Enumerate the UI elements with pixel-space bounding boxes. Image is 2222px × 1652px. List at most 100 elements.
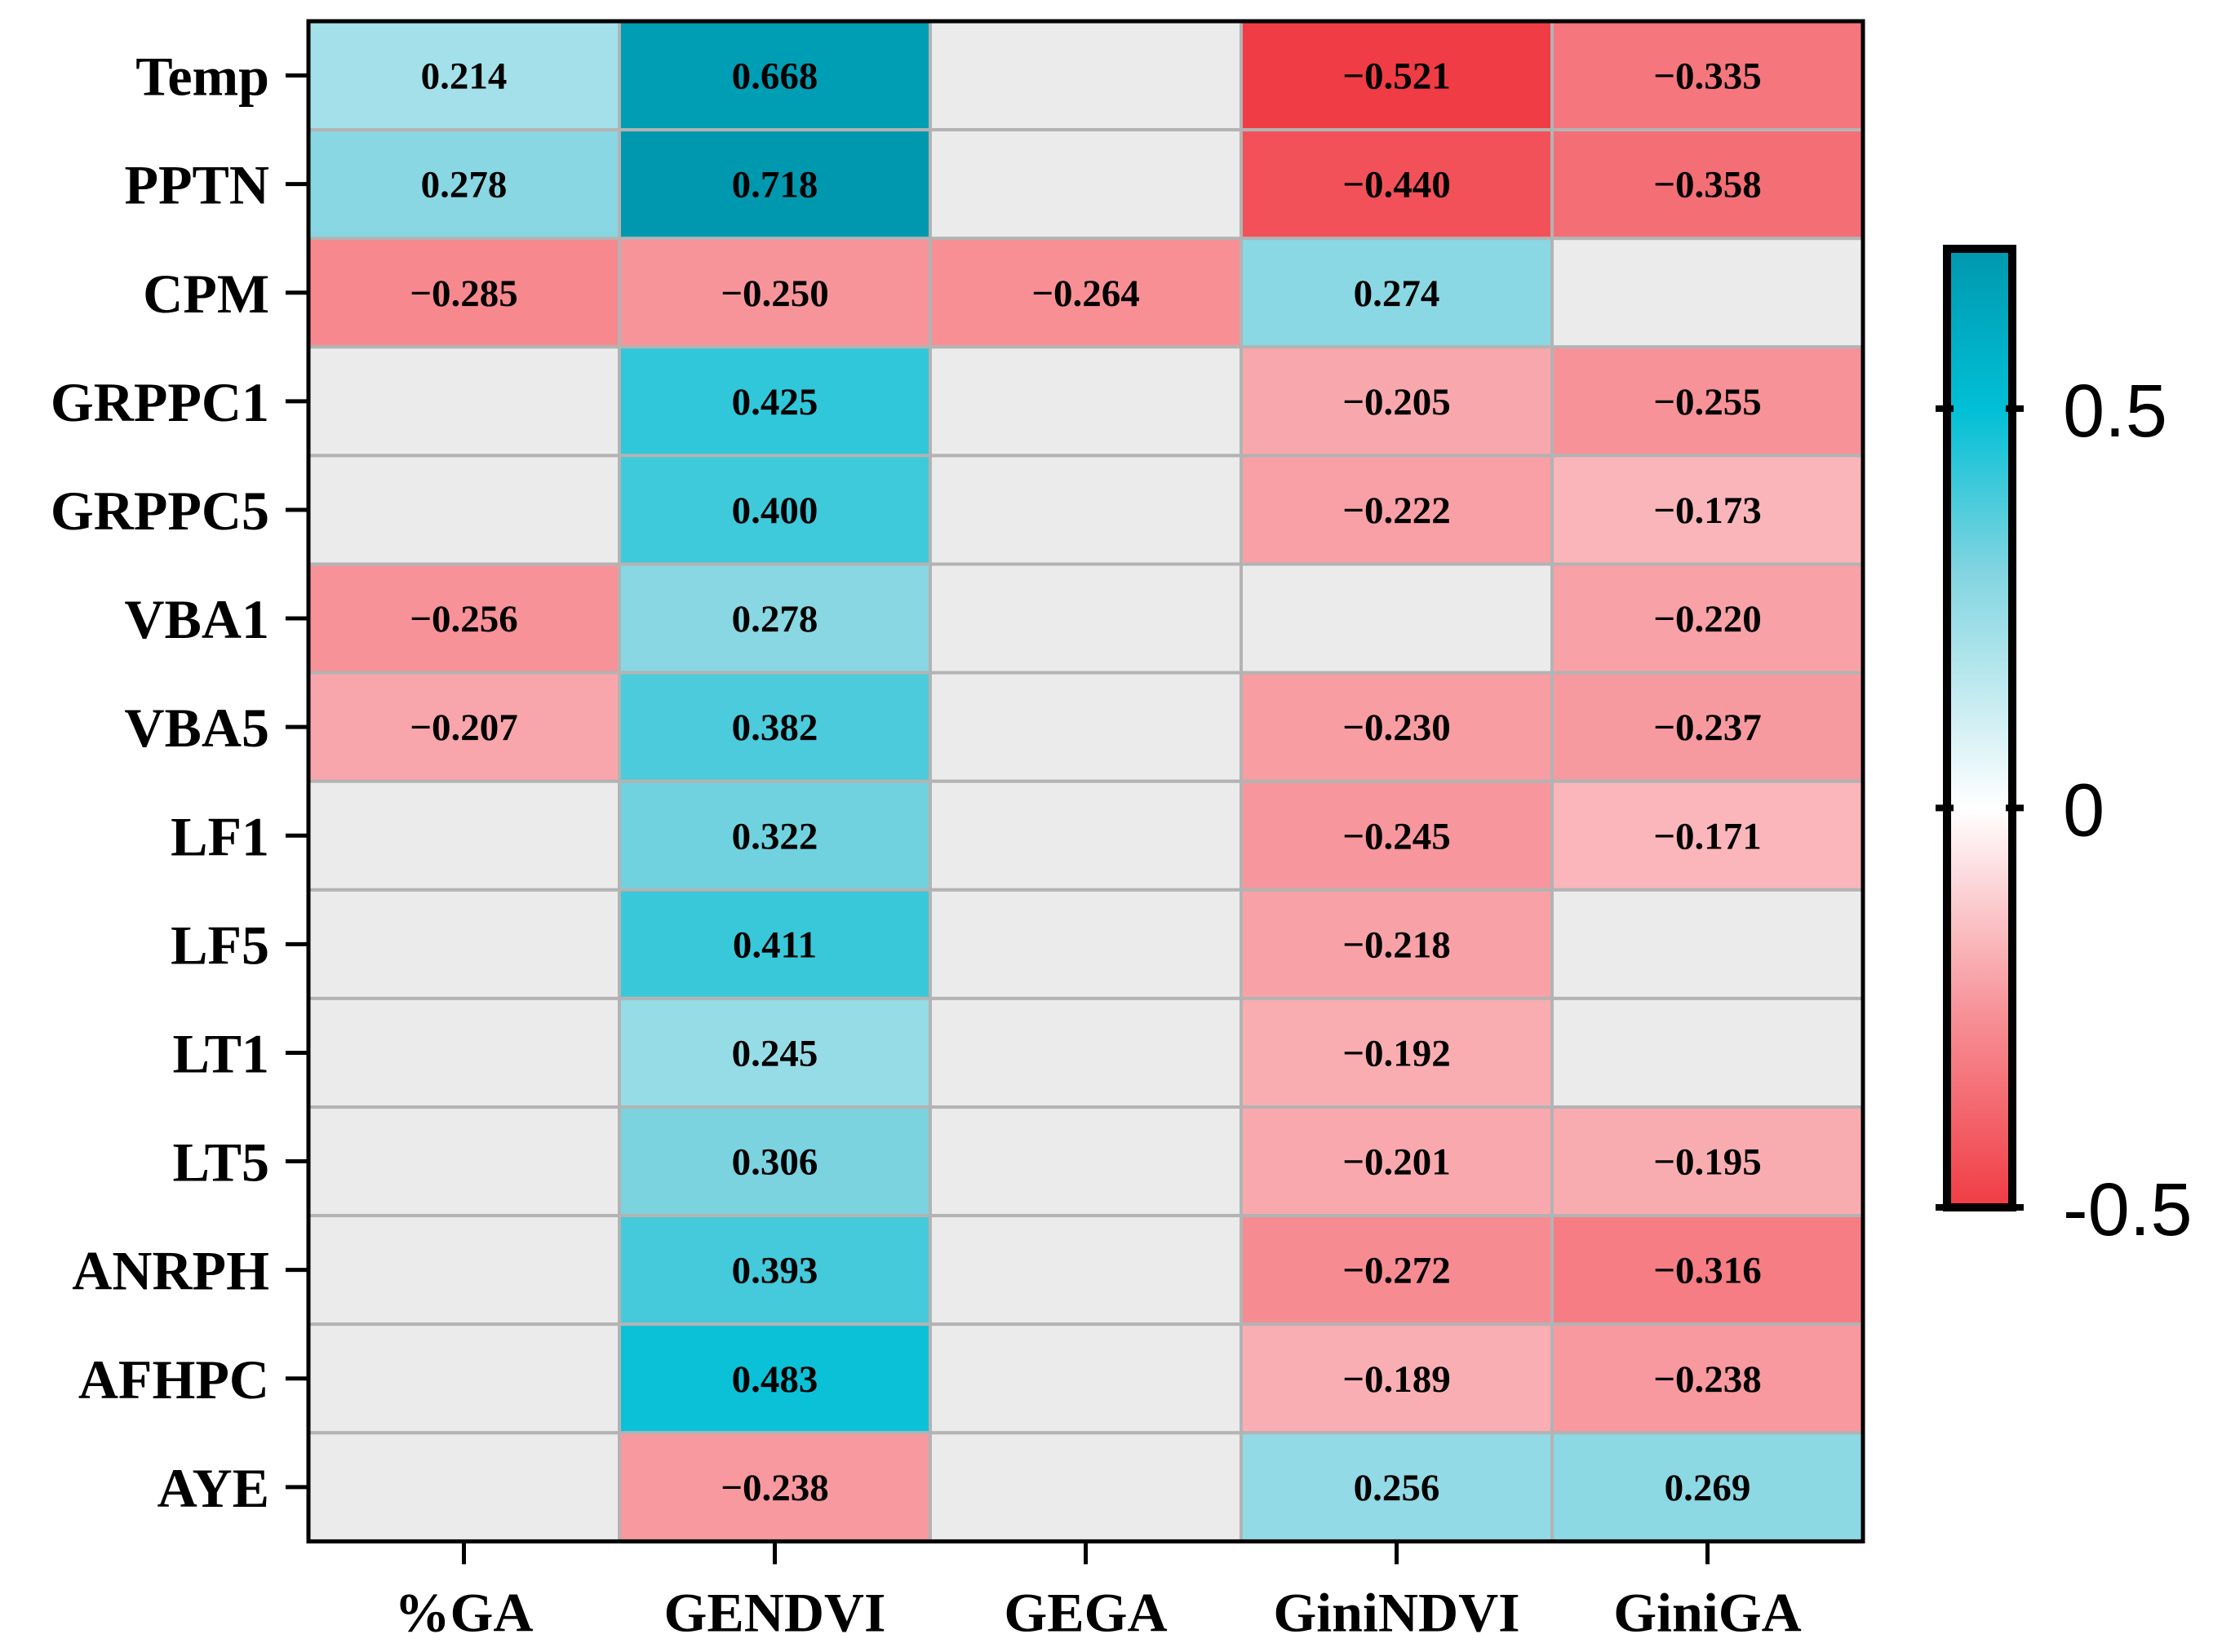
colorbar-tick-label: 0 — [2063, 768, 2104, 852]
cell-value-label: 0.256 — [1354, 1467, 1440, 1509]
cell-value-label: 0.306 — [732, 1141, 818, 1184]
cell-value-label: 0.483 — [732, 1358, 818, 1401]
heatmap-cell-lf1-ginindvi — [1240, 779, 1554, 892]
cell-value-label: −0.272 — [1342, 1250, 1451, 1292]
column-label-giniga: GiniGA — [1613, 1581, 1802, 1643]
heatmap-cell-grppc1-gega — [929, 345, 1243, 458]
cell-value-label: 0.668 — [732, 55, 818, 98]
cell-value-label: 0.322 — [732, 815, 818, 857]
cell-value-label: −0.335 — [1653, 55, 1762, 98]
heatmap-cell-aye-gendvi — [618, 1431, 932, 1543]
heatmap-cell-lf1-giniga — [1550, 779, 1865, 892]
heatmap-cell-grppc5-gendvi — [618, 454, 932, 566]
heatmap-cell-temp-gega — [929, 20, 1243, 132]
cell-value-label: −0.189 — [1342, 1358, 1451, 1401]
row-label-afhpc: AFHPC — [78, 1349, 269, 1411]
heatmap-cell-vba5-gendvi — [618, 671, 932, 783]
heatmap-cell-temp-gendvi — [618, 20, 932, 132]
heatmap-cell-vba5-gega — [929, 671, 1243, 783]
heatmap-cell-grppc5-gega — [929, 454, 1243, 566]
heatmap-cell-grppc1-pct-ga — [307, 345, 621, 458]
heatmap-cell-lf5-gendvi — [618, 888, 932, 1000]
cell-value-label: 0.718 — [732, 164, 818, 206]
heatmap-cell-anrph-ginindvi — [1240, 1214, 1554, 1326]
colorbar: 0.5 0 -0.5 — [1936, 245, 2193, 1251]
row-label-vba1: VBA1 — [124, 588, 269, 650]
heatmap-cell-vba1-gega — [929, 562, 1243, 675]
heatmap-cell-aye-ginindvi — [1240, 1431, 1554, 1543]
cell-value-label: −0.192 — [1342, 1032, 1451, 1074]
cell-value-label: 0.278 — [421, 164, 508, 206]
heatmap-cell-afhpc-gendvi — [618, 1322, 932, 1435]
cell-value-label: 0.382 — [732, 706, 818, 749]
heatmap-cell-lt1-gendvi — [618, 996, 932, 1109]
heatmap-cell-lt1-pct-ga — [307, 996, 621, 1109]
heatmap-cell-lf5-pct-ga — [307, 888, 621, 1000]
row-label-lf5: LF5 — [171, 914, 269, 976]
cell-value-label: 0.425 — [732, 381, 818, 423]
row-label-lt1: LT1 — [173, 1022, 269, 1084]
cell-value-label: −0.218 — [1342, 923, 1451, 966]
cell-value-label: 0.245 — [732, 1032, 818, 1074]
heatmap-cell-afhpc-ginindvi — [1240, 1322, 1554, 1435]
colorbar-tick-label: 0.5 — [2063, 370, 2167, 453]
row-label-grppc5: GRPPC5 — [51, 480, 269, 542]
heatmap-cell-anrph-gendvi — [618, 1214, 932, 1326]
row-label-vba5: VBA5 — [124, 697, 269, 759]
cell-value-label: 0.278 — [732, 598, 818, 640]
cell-value-label: −0.230 — [1342, 706, 1451, 749]
heatmap-cell-aye-gega — [929, 1431, 1243, 1543]
heatmap-cell-temp-pct-ga — [307, 20, 621, 132]
column-axis: %GA GENDVI GEGA GiniNDVI GiniGA — [395, 1541, 1802, 1643]
heatmap-cell-vba1-ginindvi — [1240, 562, 1554, 675]
cell-value-label: −0.207 — [410, 706, 518, 749]
heatmap-cell-lf5-giniga — [1550, 888, 1865, 1000]
row-label-lt5: LT5 — [173, 1132, 269, 1194]
cell-value-label: −0.205 — [1342, 381, 1451, 423]
heatmap-cell-lf1-gega — [929, 779, 1243, 892]
cell-value-label: −0.171 — [1653, 815, 1762, 857]
row-label-cpm: CPM — [143, 263, 269, 325]
heatmap-cell-afhpc-pct-ga — [307, 1322, 621, 1435]
colorbar-tick-label: -0.5 — [2063, 1168, 2193, 1251]
column-label-ginindvi: GiniNDVI — [1273, 1581, 1519, 1643]
column-label-gendvi: GENDVI — [663, 1581, 885, 1643]
heatmap-cell-anrph-pct-ga — [307, 1214, 621, 1326]
cell-value-label: −0.316 — [1653, 1250, 1762, 1292]
column-label-gega: GEGA — [1004, 1581, 1167, 1643]
cell-value-label: 0.393 — [732, 1250, 818, 1292]
heatmap-cell-lt5-gega — [929, 1105, 1243, 1218]
row-label-lf1: LF1 — [171, 805, 269, 867]
cell-value-label: −0.255 — [1653, 381, 1762, 423]
heatmap-cell-grppc1-ginindvi — [1240, 345, 1554, 458]
column-label-pct-ga: %GA — [395, 1581, 534, 1643]
heatmap-cell-vba1-gendvi — [618, 562, 932, 675]
heatmap-cells: 0.214 0.668 −0.521 −0.335 0.278 0.718 −0.440 −0… — [307, 20, 1865, 1543]
cell-value-label: −0.220 — [1653, 598, 1762, 640]
heatmap-cell-vba5-pct-ga — [307, 671, 621, 783]
heatmap-cell-anrph-gega — [929, 1214, 1243, 1326]
row-axis: Temp PPTN CPM GRPPC1 GRPPC5 VBA1 VBA5 LF1 LF5 LT1… — [51, 46, 308, 1519]
heatmap-cell-pptn-giniga — [1550, 128, 1865, 241]
cell-value-label: 0.400 — [732, 489, 818, 532]
heatmap-cell-grppc5-giniga — [1550, 454, 1865, 566]
heatmap-cell-pptn-gendvi — [618, 128, 932, 241]
cell-value-label: −0.440 — [1342, 164, 1451, 206]
heatmap-cell-grppc5-pct-ga — [307, 454, 621, 566]
row-label-aye: AYE — [157, 1457, 269, 1519]
heatmap-cell-cpm-ginindvi — [1240, 237, 1554, 349]
cell-value-label: −0.250 — [721, 272, 829, 315]
row-label-grppc1: GRPPC1 — [51, 371, 269, 433]
heatmap-cell-lf1-pct-ga — [307, 779, 621, 892]
cell-value-label: −0.358 — [1653, 164, 1762, 206]
heatmap-cell-afhpc-gega — [929, 1322, 1243, 1435]
heatmap-cell-pptn-gega — [929, 128, 1243, 241]
heatmap-cell-vba1-pct-ga — [307, 562, 621, 675]
row-label-pptn: PPTN — [124, 154, 269, 216]
cell-value-label: −0.237 — [1653, 706, 1762, 749]
heatmap-cell-lt1-gega — [929, 996, 1243, 1109]
cell-value-label: −0.238 — [1653, 1358, 1762, 1401]
cell-value-label: 0.411 — [733, 923, 817, 966]
heatmap-cell-lt1-giniga — [1550, 996, 1865, 1109]
